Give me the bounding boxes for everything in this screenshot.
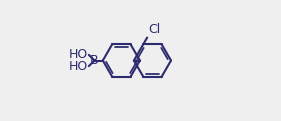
Text: HO: HO (68, 60, 88, 73)
Text: Cl: Cl (148, 23, 160, 36)
Text: HO: HO (68, 48, 88, 61)
Text: B: B (90, 54, 99, 67)
